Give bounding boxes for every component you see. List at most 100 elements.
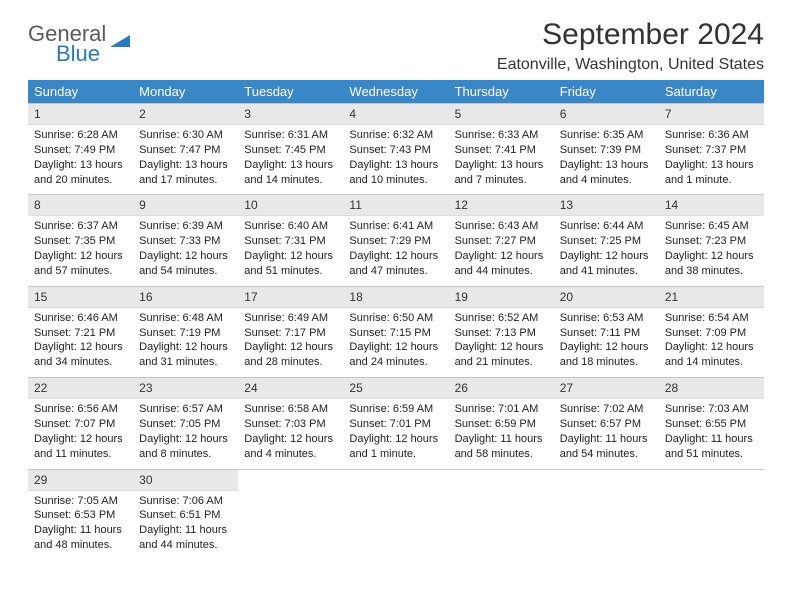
day-body: Sunrise: 7:03 AMSunset: 6:55 PMDaylight:… <box>659 399 764 468</box>
day-body: Sunrise: 6:33 AMSunset: 7:41 PMDaylight:… <box>449 125 554 194</box>
sunset-text: Sunset: 6:55 PM <box>665 417 758 432</box>
daylight-text-1: Daylight: 12 hours <box>455 249 548 264</box>
calendar-day-cell: 9Sunrise: 6:39 AMSunset: 7:33 PMDaylight… <box>133 195 238 286</box>
calendar-day-cell: 16Sunrise: 6:48 AMSunset: 7:19 PMDayligh… <box>133 286 238 377</box>
calendar-day-cell: 23Sunrise: 6:57 AMSunset: 7:05 PMDayligh… <box>133 378 238 469</box>
calendar-page: General Blue September 2024 Eatonville, … <box>0 0 792 578</box>
month-title: September 2024 <box>497 18 764 52</box>
header: General Blue September 2024 Eatonville, … <box>28 18 764 74</box>
day-number: 27 <box>554 378 659 399</box>
sunrise-text: Sunrise: 7:01 AM <box>455 402 548 417</box>
daylight-text-1: Daylight: 12 hours <box>139 340 232 355</box>
day-number: 10 <box>238 195 343 216</box>
day-body: Sunrise: 6:49 AMSunset: 7:17 PMDaylight:… <box>238 308 343 377</box>
daylight-text-2: and 18 minutes. <box>560 355 653 370</box>
sunset-text: Sunset: 6:53 PM <box>34 508 127 523</box>
calendar-day-cell: 20Sunrise: 6:53 AMSunset: 7:11 PMDayligh… <box>554 286 659 377</box>
day-number: 16 <box>133 287 238 308</box>
calendar-day-cell: 19Sunrise: 6:52 AMSunset: 7:13 PMDayligh… <box>449 286 554 377</box>
day-number: 5 <box>449 104 554 125</box>
day-number: 4 <box>343 104 448 125</box>
sunset-text: Sunset: 7:43 PM <box>349 143 442 158</box>
calendar-day-cell: 25Sunrise: 6:59 AMSunset: 7:01 PMDayligh… <box>343 378 448 469</box>
daylight-text-1: Daylight: 13 hours <box>455 158 548 173</box>
calendar-week-row: 22Sunrise: 6:56 AMSunset: 7:07 PMDayligh… <box>28 378 764 469</box>
sunset-text: Sunset: 7:21 PM <box>34 326 127 341</box>
day-body: Sunrise: 6:31 AMSunset: 7:45 PMDaylight:… <box>238 125 343 194</box>
sunrise-text: Sunrise: 6:59 AM <box>349 402 442 417</box>
daylight-text-1: Daylight: 12 hours <box>455 340 548 355</box>
daylight-text-1: Daylight: 11 hours <box>34 523 127 538</box>
calendar-day-cell: 17Sunrise: 6:49 AMSunset: 7:17 PMDayligh… <box>238 286 343 377</box>
daylight-text-1: Daylight: 12 hours <box>34 340 127 355</box>
day-body: Sunrise: 7:06 AMSunset: 6:51 PMDaylight:… <box>133 491 238 560</box>
day-number: 20 <box>554 287 659 308</box>
calendar-day-cell: 10Sunrise: 6:40 AMSunset: 7:31 PMDayligh… <box>238 195 343 286</box>
weekday-header: Sunday <box>28 80 133 104</box>
daylight-text-1: Daylight: 11 hours <box>665 432 758 447</box>
weekday-header-row: Sunday Monday Tuesday Wednesday Thursday… <box>28 80 764 104</box>
weekday-header: Friday <box>554 80 659 104</box>
calendar-day-cell: 29Sunrise: 7:05 AMSunset: 6:53 PMDayligh… <box>28 469 133 560</box>
calendar-day-cell <box>238 469 343 560</box>
sunrise-text: Sunrise: 6:49 AM <box>244 311 337 326</box>
sunrise-text: Sunrise: 6:56 AM <box>34 402 127 417</box>
day-number: 15 <box>28 287 133 308</box>
day-number: 18 <box>343 287 448 308</box>
daylight-text-2: and 14 minutes. <box>244 173 337 188</box>
calendar-day-cell: 7Sunrise: 6:36 AMSunset: 7:37 PMDaylight… <box>659 104 764 195</box>
daylight-text-1: Daylight: 12 hours <box>665 249 758 264</box>
sunset-text: Sunset: 7:23 PM <box>665 234 758 249</box>
sunrise-text: Sunrise: 6:45 AM <box>665 219 758 234</box>
weekday-header: Monday <box>133 80 238 104</box>
day-body: Sunrise: 7:02 AMSunset: 6:57 PMDaylight:… <box>554 399 659 468</box>
daylight-text-1: Daylight: 12 hours <box>349 340 442 355</box>
sunrise-text: Sunrise: 6:43 AM <box>455 219 548 234</box>
day-number: 8 <box>28 195 133 216</box>
calendar-day-cell: 30Sunrise: 7:06 AMSunset: 6:51 PMDayligh… <box>133 469 238 560</box>
sunrise-text: Sunrise: 6:30 AM <box>139 128 232 143</box>
day-number: 17 <box>238 287 343 308</box>
sunset-text: Sunset: 7:25 PM <box>560 234 653 249</box>
sunset-text: Sunset: 7:09 PM <box>665 326 758 341</box>
sunrise-text: Sunrise: 6:54 AM <box>665 311 758 326</box>
sunrise-text: Sunrise: 6:35 AM <box>560 128 653 143</box>
calendar-day-cell: 1Sunrise: 6:28 AMSunset: 7:49 PMDaylight… <box>28 104 133 195</box>
daylight-text-1: Daylight: 12 hours <box>139 432 232 447</box>
day-body: Sunrise: 6:32 AMSunset: 7:43 PMDaylight:… <box>343 125 448 194</box>
calendar-day-cell <box>343 469 448 560</box>
calendar-day-cell: 2Sunrise: 6:30 AMSunset: 7:47 PMDaylight… <box>133 104 238 195</box>
calendar-day-cell: 14Sunrise: 6:45 AMSunset: 7:23 PMDayligh… <box>659 195 764 286</box>
daylight-text-1: Daylight: 11 hours <box>560 432 653 447</box>
day-body: Sunrise: 6:35 AMSunset: 7:39 PMDaylight:… <box>554 125 659 194</box>
sunset-text: Sunset: 7:13 PM <box>455 326 548 341</box>
daylight-text-1: Daylight: 12 hours <box>560 249 653 264</box>
sunset-text: Sunset: 7:01 PM <box>349 417 442 432</box>
daylight-text-1: Daylight: 13 hours <box>560 158 653 173</box>
sunrise-text: Sunrise: 6:31 AM <box>244 128 337 143</box>
daylight-text-2: and 14 minutes. <box>665 355 758 370</box>
weekday-header: Thursday <box>449 80 554 104</box>
sunset-text: Sunset: 6:51 PM <box>139 508 232 523</box>
sunset-text: Sunset: 7:35 PM <box>34 234 127 249</box>
sunset-text: Sunset: 7:03 PM <box>244 417 337 432</box>
day-body: Sunrise: 6:40 AMSunset: 7:31 PMDaylight:… <box>238 216 343 285</box>
sunrise-text: Sunrise: 6:32 AM <box>349 128 442 143</box>
daylight-text-2: and 11 minutes. <box>34 447 127 462</box>
daylight-text-2: and 38 minutes. <box>665 264 758 279</box>
daylight-text-2: and 7 minutes. <box>455 173 548 188</box>
daylight-text-1: Daylight: 12 hours <box>34 432 127 447</box>
daylight-text-1: Daylight: 12 hours <box>244 432 337 447</box>
daylight-text-1: Daylight: 13 hours <box>34 158 127 173</box>
daylight-text-2: and 51 minutes. <box>244 264 337 279</box>
day-body: Sunrise: 6:46 AMSunset: 7:21 PMDaylight:… <box>28 308 133 377</box>
calendar-day-cell <box>659 469 764 560</box>
day-number: 26 <box>449 378 554 399</box>
sunrise-text: Sunrise: 6:50 AM <box>349 311 442 326</box>
calendar-day-cell: 3Sunrise: 6:31 AMSunset: 7:45 PMDaylight… <box>238 104 343 195</box>
daylight-text-2: and 24 minutes. <box>349 355 442 370</box>
sunrise-text: Sunrise: 6:33 AM <box>455 128 548 143</box>
weekday-header: Tuesday <box>238 80 343 104</box>
day-number: 24 <box>238 378 343 399</box>
sunrise-text: Sunrise: 7:02 AM <box>560 402 653 417</box>
